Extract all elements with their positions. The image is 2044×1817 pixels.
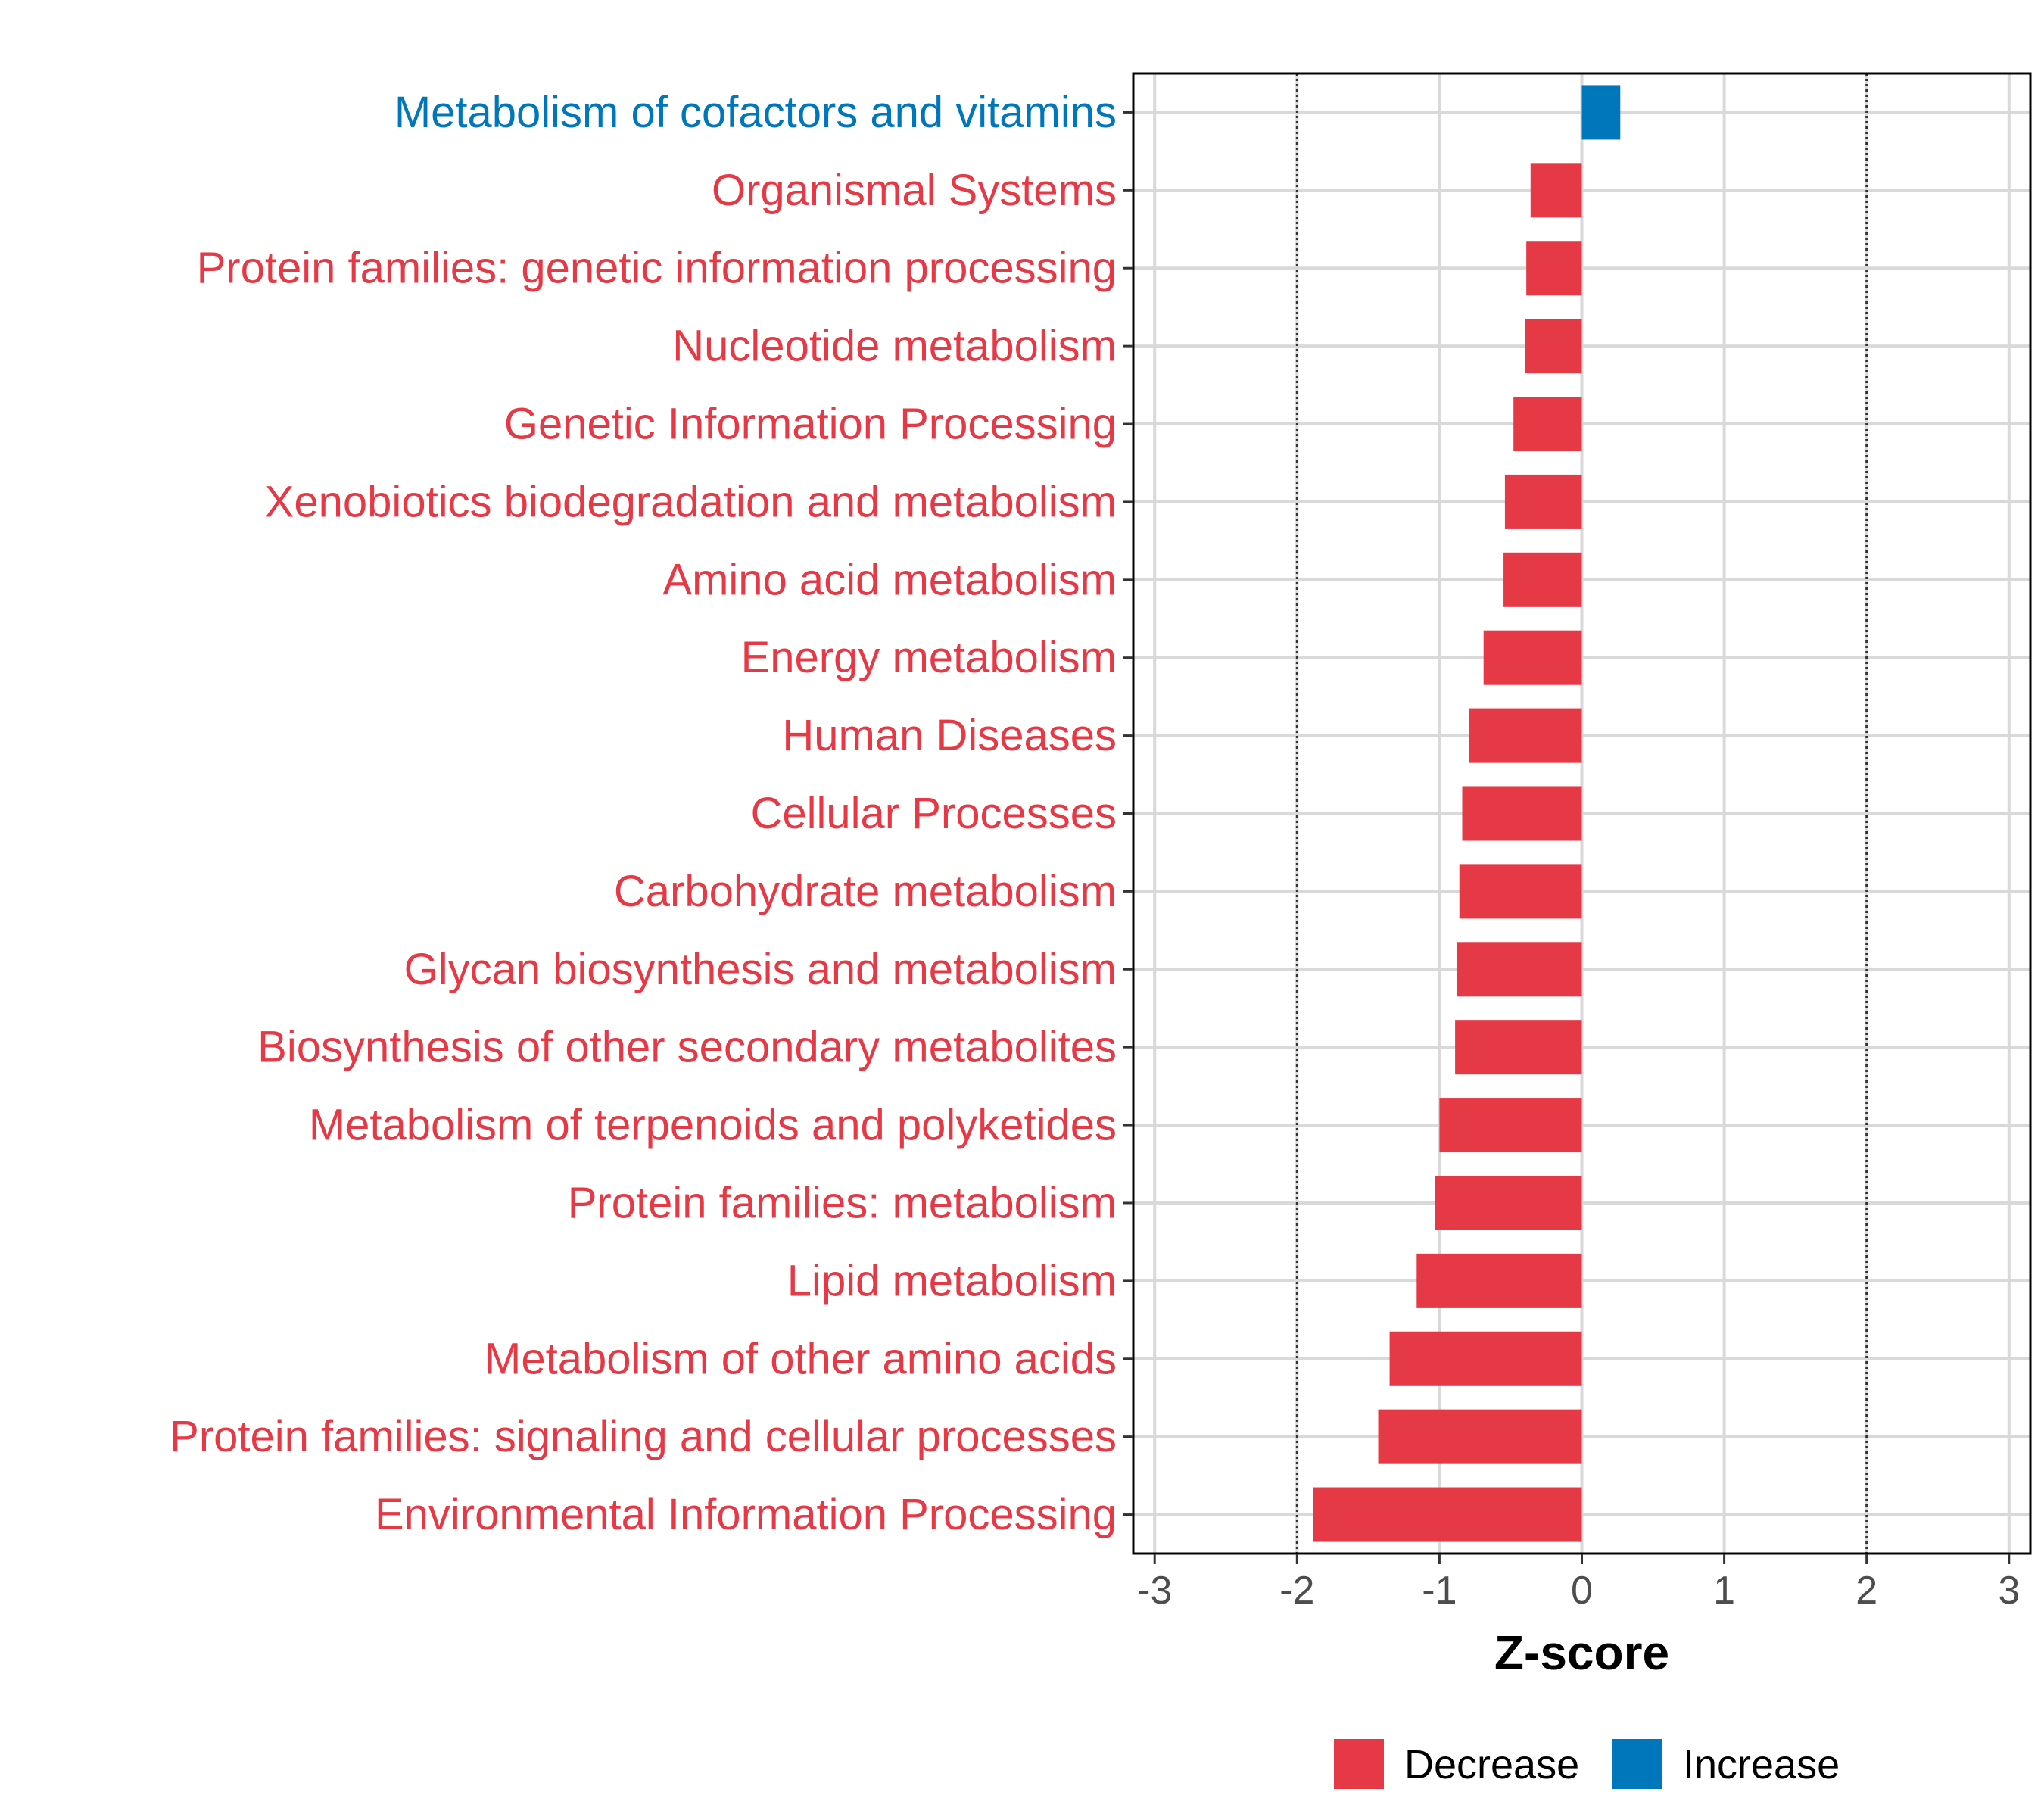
bar (1416, 1253, 1582, 1308)
category-label: Metabolism of cofactors and vitamins (394, 88, 1117, 137)
x-axis-ticks: -3 -2 -1 0 1 2 3 (1137, 1554, 2020, 1613)
legend-swatch-decrease (1334, 1739, 1384, 1789)
category-label: Xenobiotics biodegradation and metabolis… (265, 477, 1117, 526)
category-label: Environmental Information Processing (375, 1490, 1117, 1539)
category-label: Genetic Information Processing (504, 400, 1117, 449)
bar (1525, 319, 1582, 374)
category-label: Carbohydrate metabolism (614, 867, 1117, 916)
bar (1526, 241, 1582, 296)
bar (1530, 163, 1582, 218)
bar (1462, 786, 1582, 841)
category-label: Nucleotide metabolism (672, 322, 1117, 371)
category-label: Cellular Processes (750, 789, 1117, 838)
bar (1581, 85, 1621, 140)
x-tick-label: 3 (1998, 1569, 2020, 1613)
bar (1313, 1487, 1582, 1542)
bars (1313, 85, 1621, 1542)
bar (1513, 397, 1582, 452)
category-label: Organismal Systems (712, 166, 1117, 215)
category-label: Biosynthesis of other secondary metaboli… (257, 1023, 1117, 1072)
bar (1456, 942, 1582, 997)
x-tick-label: 2 (1855, 1569, 1877, 1613)
x-tick-label: -3 (1137, 1569, 1172, 1613)
bar (1378, 1409, 1582, 1464)
x-tick-label: 0 (1571, 1569, 1593, 1613)
x-tick-label: 1 (1713, 1569, 1735, 1613)
category-label: Amino acid metabolism (662, 555, 1117, 604)
category-label: Metabolism of terpenoids and polyketides (309, 1101, 1117, 1150)
category-label: Protein families: genetic information pr… (197, 244, 1117, 293)
x-tick-label: -2 (1279, 1569, 1314, 1613)
legend: Decrease Increase (1334, 1739, 1840, 1789)
y-axis-ticks: Metabolism of cofactors and vitamins Orga… (170, 88, 1133, 1539)
bar (1504, 474, 1582, 529)
category-label: Glycan biosynthesis and metabolism (404, 945, 1117, 994)
x-axis-title: Z-score (1494, 1625, 1669, 1680)
x-tick-label: -1 (1422, 1569, 1457, 1613)
category-label: Lipid metabolism (787, 1256, 1117, 1305)
legend-label-increase: Increase (1683, 1742, 1840, 1787)
bar (1435, 1175, 1582, 1230)
bar (1459, 864, 1582, 919)
bar (1469, 708, 1582, 763)
category-label: Protein families: signaling and cellular… (170, 1412, 1117, 1461)
category-label: Energy metabolism (741, 633, 1117, 682)
bar (1389, 1331, 1582, 1386)
category-label: Protein families: metabolism (568, 1178, 1117, 1227)
bar (1439, 1098, 1582, 1153)
legend-swatch-increase (1612, 1739, 1662, 1789)
bar (1503, 552, 1582, 607)
bar (1455, 1020, 1582, 1075)
category-label: Metabolism of other amino acids (485, 1334, 1117, 1383)
bar (1483, 630, 1582, 685)
category-label: Human Diseases (782, 711, 1117, 760)
legend-label-decrease: Decrease (1404, 1742, 1579, 1787)
